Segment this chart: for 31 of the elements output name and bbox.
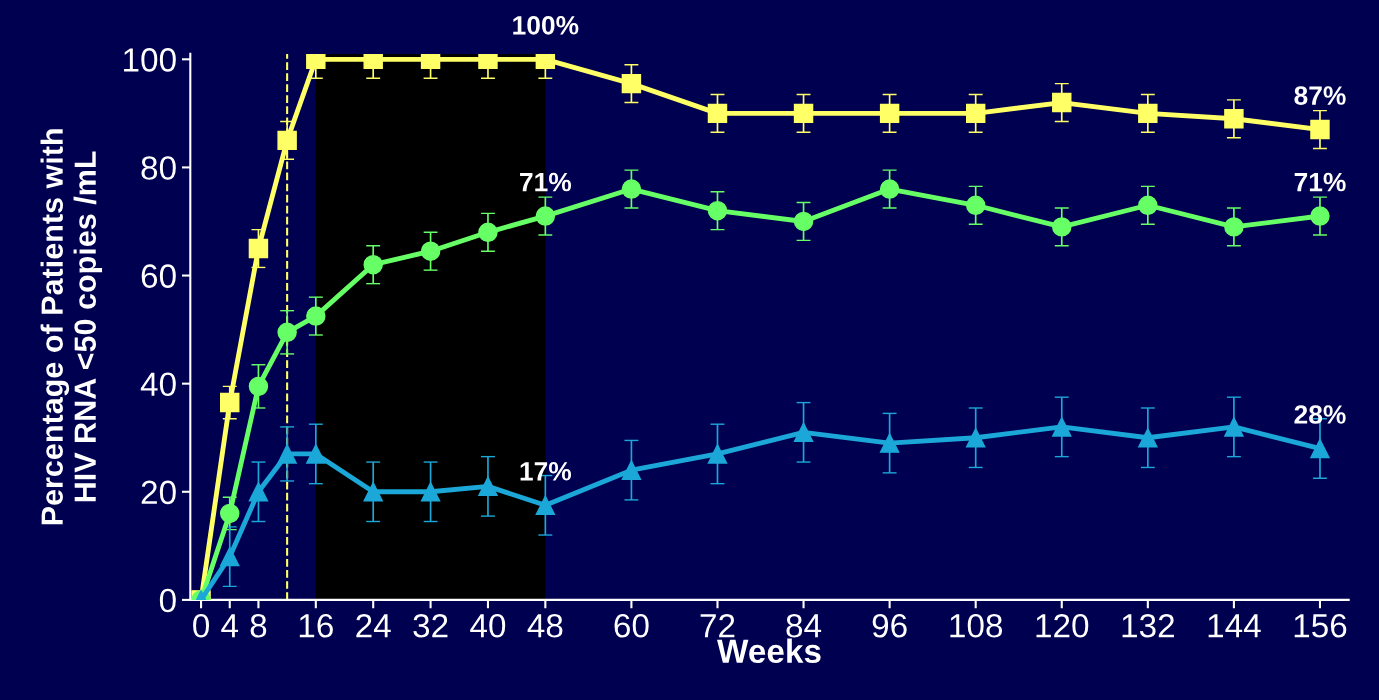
x-tick-label: 4 xyxy=(221,614,239,638)
x-tick-label: 84 xyxy=(786,613,822,638)
data-label: 71% xyxy=(1294,172,1346,192)
y-tick-label: 100 xyxy=(124,48,176,72)
y-axis-title: Percentage of Patients with HIV RNA <50 copies /mL xyxy=(40,129,103,525)
x-tick-label: 24 xyxy=(356,613,391,638)
y-tick-label: 40 xyxy=(140,372,176,397)
data-label: 87% xyxy=(1294,86,1346,105)
x-tick-label: 40 xyxy=(470,613,506,638)
x-tick-label: 32 xyxy=(413,613,448,638)
x-tick-label: 120 xyxy=(1036,613,1089,638)
x-tick-label: 16 xyxy=(299,613,333,638)
x-tick-label: 156 xyxy=(1294,613,1347,638)
data-label: 28% xyxy=(1294,405,1346,424)
x-tick-label: 60 xyxy=(614,613,649,638)
y-tick-label: 60 xyxy=(141,264,176,288)
y-tick-label: 80 xyxy=(141,156,176,180)
y-tick-label: 0 xyxy=(159,588,176,613)
x-tick-label: 144 xyxy=(1208,614,1261,638)
x-tick-label: 8 xyxy=(250,613,267,638)
x-tick-label: 48 xyxy=(527,613,563,638)
y-tick-label: 20 xyxy=(141,480,176,505)
data-label: 71% xyxy=(520,172,572,192)
x-axis-title: Weeks xyxy=(717,638,821,664)
data-label: 17% xyxy=(520,462,572,481)
data-label: 100% xyxy=(513,15,579,35)
x-tick-label: 72 xyxy=(700,613,735,638)
x-tick-label: 108 xyxy=(950,613,1003,638)
x-tick-label: 132 xyxy=(1122,613,1174,638)
x-tick-label: 96 xyxy=(872,613,907,638)
x-tick-label: 0 xyxy=(193,613,210,638)
